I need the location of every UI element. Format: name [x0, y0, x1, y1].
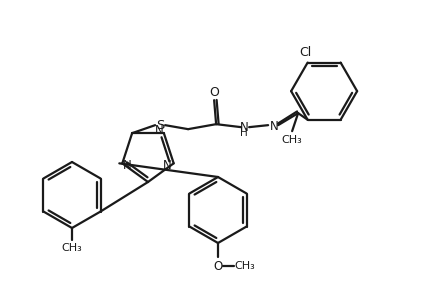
Text: N: N: [164, 159, 172, 172]
Text: N: N: [270, 120, 279, 133]
Text: O: O: [209, 86, 219, 99]
Text: S: S: [156, 119, 164, 132]
Text: CH₃: CH₃: [61, 243, 82, 253]
Text: N: N: [123, 159, 132, 172]
Text: N: N: [154, 124, 163, 137]
Text: N: N: [240, 121, 249, 134]
Text: CH₃: CH₃: [235, 261, 255, 271]
Text: CH₃: CH₃: [282, 135, 303, 145]
Text: H: H: [240, 128, 248, 138]
Text: Cl: Cl: [300, 46, 312, 59]
Text: O: O: [213, 259, 223, 273]
